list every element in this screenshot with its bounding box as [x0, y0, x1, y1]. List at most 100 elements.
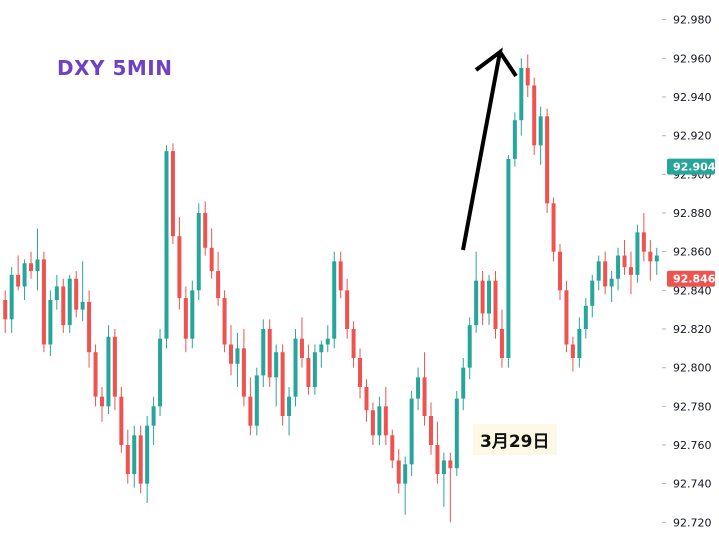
candle-body	[403, 464, 408, 484]
candle-body	[99, 396, 104, 407]
candle-body	[596, 261, 601, 281]
candle-body	[532, 85, 537, 146]
candle-body	[87, 301, 92, 353]
candle-body	[358, 358, 363, 387]
candle-body	[467, 325, 472, 368]
candle-body	[209, 247, 214, 271]
y-tick-label: 92.860	[673, 246, 712, 259]
chart-title: DXY 5MIN	[57, 56, 173, 80]
candle-body	[616, 255, 621, 279]
candle-body	[512, 120, 517, 159]
price-tags: 92.904 92.846	[667, 158, 716, 287]
date-annotation: 3月29日	[473, 424, 557, 455]
candle-body	[132, 435, 137, 474]
candle-body	[383, 406, 388, 436]
candle-body	[261, 329, 266, 376]
candle-body	[267, 329, 272, 378]
candle-body	[603, 261, 608, 287]
candle-body	[409, 398, 414, 465]
candle-body	[364, 387, 369, 411]
candle-body	[106, 336, 111, 407]
y-tick-label: 92.800	[673, 362, 712, 375]
candle-body	[351, 329, 356, 358]
candle-body	[474, 280, 479, 326]
candle-body	[416, 377, 421, 399]
candle-body	[158, 338, 163, 407]
price-tag-lower-bg	[667, 270, 715, 287]
candle-body	[280, 352, 285, 416]
candle-body	[519, 68, 524, 121]
candle-body	[628, 267, 633, 275]
candle-body	[538, 116, 543, 146]
candle-body	[48, 300, 53, 345]
up-arrow-annotation	[461, 47, 503, 251]
candle-body	[190, 290, 195, 339]
annotation-layer	[461, 47, 518, 251]
y-tick-label: 92.760	[673, 439, 712, 452]
candle-body	[648, 251, 653, 262]
candle-body	[216, 271, 221, 299]
y-tick-label: 92.720	[673, 516, 712, 529]
candle-body	[609, 278, 614, 287]
candle-body	[67, 278, 72, 326]
candle-body	[461, 367, 466, 399]
candle-body	[196, 213, 201, 291]
candle-body	[622, 255, 627, 268]
y-tick-label: 92.880	[673, 207, 712, 220]
candle-body	[74, 278, 79, 310]
price-tag-upper-value: 92.904	[673, 161, 716, 174]
candle-body	[41, 259, 46, 345]
candle-body	[112, 336, 117, 397]
candle-body	[545, 116, 550, 204]
candle-body	[396, 460, 401, 484]
candle-body	[183, 298, 188, 339]
candle-body	[499, 329, 504, 358]
candle-body	[287, 396, 292, 416]
candle-body	[377, 406, 382, 436]
candle-body	[22, 263, 27, 287]
candle-body	[435, 445, 440, 474]
candle-body	[293, 338, 298, 397]
candle-body	[448, 460, 453, 469]
candle-body	[338, 261, 343, 291]
candle-body	[454, 398, 459, 469]
candle-body	[29, 263, 34, 271]
candle-body	[635, 232, 640, 275]
candle-body	[641, 232, 646, 252]
candle-body	[577, 329, 582, 358]
candle-body	[319, 344, 324, 353]
candle-body	[312, 352, 317, 387]
candle-body	[3, 300, 8, 320]
candle-body	[93, 352, 98, 397]
candle-body	[151, 406, 156, 426]
candle-body	[138, 435, 143, 484]
candle-body	[325, 338, 330, 345]
y-tick-label: 92.820	[673, 323, 712, 336]
candle-body	[9, 274, 14, 320]
candle-body	[61, 286, 66, 326]
candle-body	[654, 255, 659, 262]
y-tick-label: 92.940	[673, 91, 712, 104]
candle-body	[558, 251, 563, 291]
y-tick-label: 92.840	[673, 284, 712, 297]
candle-body	[119, 396, 124, 445]
candle-body	[390, 435, 395, 461]
candle-body	[506, 158, 511, 358]
candle-body	[428, 416, 433, 445]
price-tag-upper-bg	[667, 158, 715, 175]
y-tick-label: 92.740	[673, 478, 712, 491]
candle-body	[370, 410, 375, 436]
price-tag-lower: 92.846	[667, 270, 716, 287]
candle-body	[480, 280, 485, 314]
candles-layer	[3, 54, 659, 523]
candle-body	[54, 286, 59, 300]
candle-body	[235, 348, 240, 364]
candle-body	[35, 259, 40, 271]
candle-body	[164, 151, 169, 339]
candle-body	[441, 460, 446, 474]
up-arrow-head-right	[498, 50, 518, 78]
price-axis: 92.98092.96092.94092.92092.90092.88092.8…	[662, 14, 712, 529]
candle-body	[590, 280, 595, 306]
candle-body	[145, 425, 150, 484]
